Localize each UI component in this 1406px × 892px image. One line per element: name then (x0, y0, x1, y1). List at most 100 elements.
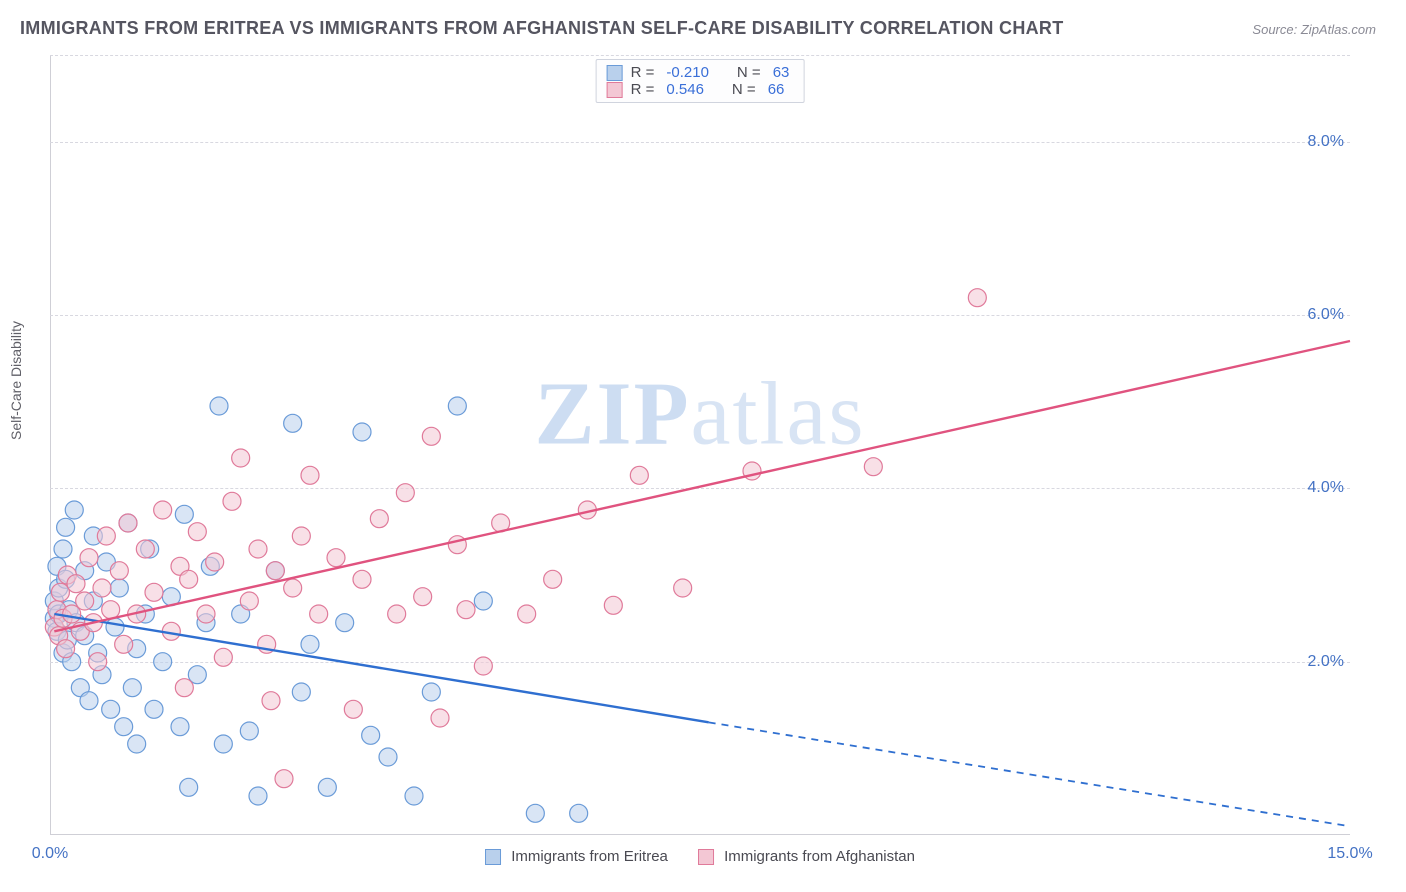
scatter-point (379, 748, 397, 766)
series-legend: Immigrants from Eritrea Immigrants from … (485, 848, 915, 865)
scatter-point (301, 466, 319, 484)
legend-n-value-eritrea: 63 (769, 64, 794, 81)
scatter-point (448, 536, 466, 554)
scatter-point (128, 735, 146, 753)
scatter-point (180, 778, 198, 796)
scatter-point (97, 527, 115, 545)
scatter-point (240, 592, 258, 610)
scatter-point (318, 778, 336, 796)
scatter-point (864, 458, 882, 476)
scatter-point (262, 692, 280, 710)
scatter-point (119, 514, 137, 532)
scatter-point (80, 549, 98, 567)
scatter-point (284, 579, 302, 597)
legend-swatch-eritrea (485, 849, 501, 865)
scatter-point (431, 709, 449, 727)
scatter-point (284, 414, 302, 432)
legend-r-label: R = (631, 64, 655, 81)
scatter-point (344, 700, 362, 718)
scatter-point (526, 804, 544, 822)
source-attribution: Source: ZipAtlas.com (1252, 22, 1376, 37)
scatter-point (353, 423, 371, 441)
scatter-point (223, 492, 241, 510)
legend-swatch-afghanistan (607, 82, 623, 98)
scatter-point (353, 570, 371, 588)
scatter-point (110, 579, 128, 597)
scatter-point (968, 289, 986, 307)
correlation-legend-row: R = 0.546 N = 66 (607, 81, 794, 98)
scatter-point (630, 466, 648, 484)
scatter-point (197, 605, 215, 623)
scatter-point (110, 562, 128, 580)
scatter-point (518, 605, 536, 623)
scatter-point (474, 592, 492, 610)
scatter-point (102, 700, 120, 718)
scatter-point (249, 540, 267, 558)
scatter-point (154, 501, 172, 519)
scatter-point (76, 592, 94, 610)
chart-title: IMMIGRANTS FROM ERITREA VS IMMIGRANTS FR… (20, 18, 1064, 39)
scatter-point (457, 601, 475, 619)
scatter-point (275, 770, 293, 788)
scatter-point (266, 562, 284, 580)
correlation-legend-row: R = -0.210 N = 63 (607, 64, 794, 81)
scatter-point (145, 583, 163, 601)
scatter-point (674, 579, 692, 597)
scatter-point (136, 540, 154, 558)
scatter-point (175, 679, 193, 697)
scatter-point (474, 657, 492, 675)
scatter-point (327, 549, 345, 567)
scatter-point (206, 553, 224, 571)
scatter-point (57, 640, 75, 658)
scatter-point (388, 605, 406, 623)
legend-r-label: R = (631, 81, 655, 98)
scatter-point (102, 601, 120, 619)
regression-line-extrapolated (709, 722, 1350, 826)
scatter-point (310, 605, 328, 623)
scatter-point (362, 726, 380, 744)
scatter-point (93, 579, 111, 597)
scatter-point (115, 718, 133, 736)
scatter-point (422, 427, 440, 445)
scatter-point (405, 787, 423, 805)
scatter-point (414, 588, 432, 606)
x-tick-label: 0.0% (32, 845, 68, 863)
scatter-point (89, 653, 107, 671)
scatter-point (301, 635, 319, 653)
scatter-point (370, 510, 388, 528)
scatter-point (180, 570, 198, 588)
scatter-point (106, 618, 124, 636)
scatter-point (214, 735, 232, 753)
scatter-point (544, 570, 562, 588)
y-axis-label: Self-Care Disability (8, 321, 24, 440)
legend-n-label: N = (732, 81, 756, 98)
scatter-point (154, 653, 172, 671)
scatter-point (65, 501, 83, 519)
scatter-point (171, 718, 189, 736)
source-label: Source: (1252, 22, 1297, 37)
scatter-point (396, 484, 414, 502)
scatter-point (232, 449, 250, 467)
legend-item-eritrea: Immigrants from Eritrea (485, 848, 668, 865)
scatter-point (54, 540, 72, 558)
scatter-point (115, 635, 133, 653)
scatter-point (448, 397, 466, 415)
scatter-point (175, 505, 193, 523)
scatter-svg (50, 55, 1350, 835)
legend-label-afghanistan: Immigrants from Afghanistan (724, 848, 915, 865)
scatter-point (123, 679, 141, 697)
scatter-point (240, 722, 258, 740)
chart-plot-area: ZIPatlas 2.0%4.0%6.0%8.0% 0.0%15.0% R = … (50, 55, 1350, 835)
scatter-point (210, 397, 228, 415)
scatter-point (145, 700, 163, 718)
scatter-point (292, 527, 310, 545)
legend-r-value-afghanistan: 0.546 (662, 81, 708, 98)
scatter-point (57, 518, 75, 536)
legend-n-value-afghanistan: 66 (764, 81, 789, 98)
legend-r-value-eritrea: -0.210 (662, 64, 713, 81)
scatter-point (188, 523, 206, 541)
scatter-point (249, 787, 267, 805)
regression-line (54, 341, 1350, 631)
scatter-point (604, 596, 622, 614)
scatter-point (336, 614, 354, 632)
